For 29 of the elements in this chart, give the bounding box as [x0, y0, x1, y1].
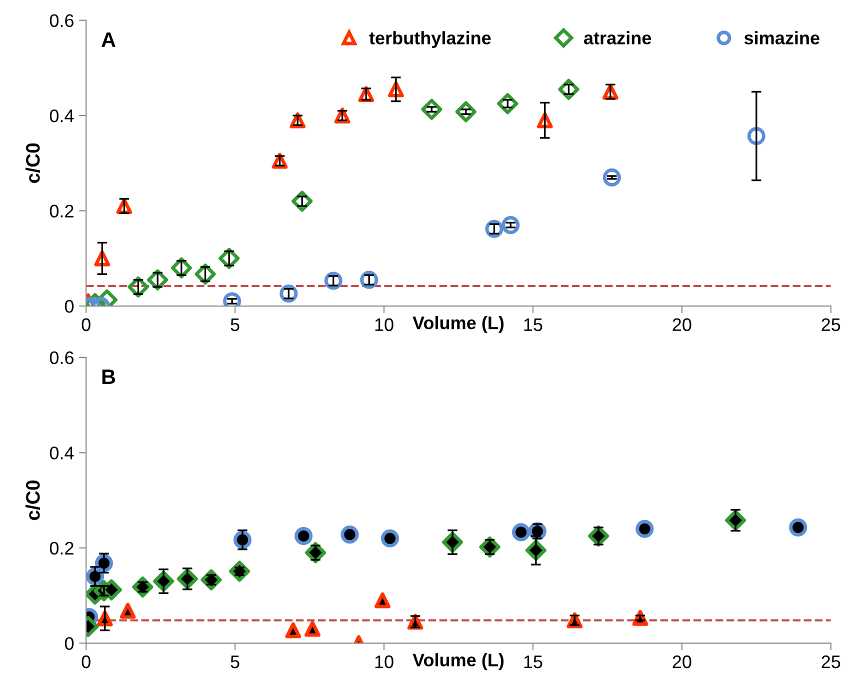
y-tick-label: 0.4: [50, 446, 74, 460]
x-axis-title: Volume (L): [412, 316, 504, 333]
x-tick-label: 10: [375, 318, 394, 332]
y-tick-label: 0.4: [50, 109, 74, 122]
y-tick-label: 0: [64, 637, 74, 650]
x-tick-label: 20: [672, 318, 692, 332]
x-tick-label: 5: [230, 318, 240, 332]
x-tick-label: 0: [82, 318, 90, 332]
annotation: B: [102, 370, 116, 384]
y-axis-title: c/C0: [26, 143, 40, 183]
x-tick-label: 0: [82, 655, 90, 668]
y-tick-label: 0.6: [50, 351, 74, 364]
x-tick-label: 20: [672, 655, 692, 668]
legend-label: terbuthylazine: [369, 31, 491, 48]
x-tick-label: 25: [822, 655, 840, 668]
x-tick-label: 15: [524, 656, 542, 668]
x-tick-label: 25: [822, 318, 840, 332]
y-tick-label: 0: [64, 300, 74, 313]
y-tick-label: 0.2: [50, 542, 74, 555]
x-axis-title: Volume (L): [412, 653, 504, 670]
y-tick-label: 0.2: [50, 204, 74, 218]
y-tick-label: 0.6: [50, 14, 74, 28]
x-tick-label: 10: [375, 655, 394, 668]
legend-label: simazine: [744, 31, 820, 44]
x-tick-label: 5: [230, 656, 240, 668]
x-tick-label: 15: [524, 318, 542, 332]
y-axis-title: c/C0: [26, 480, 40, 520]
legend-label: atrazine: [584, 31, 652, 44]
annotation: A: [102, 32, 116, 47]
